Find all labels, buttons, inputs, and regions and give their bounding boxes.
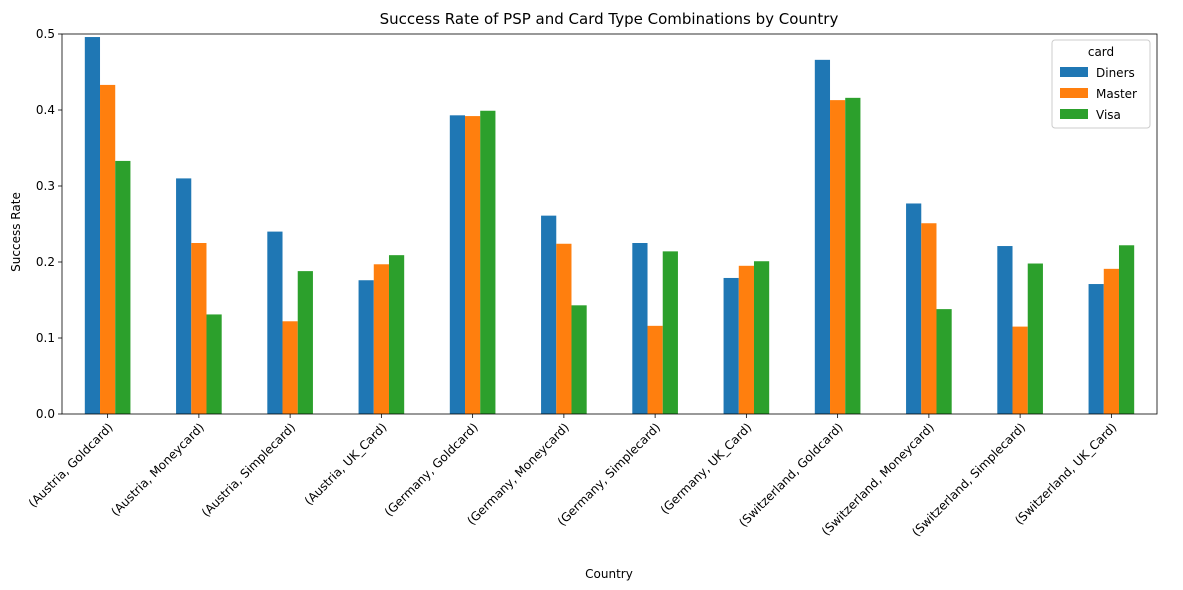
bar-diners-1: [176, 178, 192, 414]
bar-diners-8: [814, 59, 831, 415]
bar-master-10: [1012, 326, 1028, 414]
legend-label-diners: Diners: [1096, 66, 1135, 80]
bar-master-8: [830, 100, 846, 415]
x-tick-label: (Austria, Moneycard): [108, 420, 207, 519]
y-tick-label: 0.5: [36, 27, 55, 41]
bar-visa-2: [297, 271, 313, 414]
legend-label-visa: Visa: [1096, 108, 1121, 122]
bar-visa-11: [1118, 245, 1135, 414]
x-tick-label: (Germany, UK_Card): [658, 420, 755, 517]
legend-title: card: [1088, 45, 1114, 59]
bar-visa-0: [115, 160, 131, 414]
bar-diners-9: [906, 203, 922, 414]
bar-master-3: [373, 264, 389, 414]
bar-master-11: [1103, 268, 1119, 414]
y-tick-label: 0.3: [36, 179, 55, 193]
bar-master-7: [738, 265, 754, 414]
bar-diners-7: [723, 277, 739, 414]
y-tick-label: 0.2: [36, 255, 55, 269]
bar-diners-0: [84, 37, 101, 414]
bar-diners-5: [541, 215, 557, 414]
bar-master-1: [191, 243, 207, 414]
x-tick-label: (Austria, UK_Card): [302, 420, 390, 508]
x-tick-label: (Germany, Simplecard): [555, 420, 663, 528]
x-tick-label: (Austria, Goldcard): [26, 420, 116, 510]
bar-visa-8: [845, 97, 861, 414]
bar-visa-6: [662, 251, 678, 414]
x-tick-label: (Germany, Moneycard): [464, 420, 572, 528]
bar-master-5: [556, 243, 572, 414]
bar-diners-10: [997, 246, 1013, 414]
chart-title: Success Rate of PSP and Card Type Combin…: [380, 10, 839, 28]
legend: card Diners Master Visa: [1051, 39, 1151, 129]
y-tick-label: 0.4: [36, 103, 55, 117]
bar-master-4: [465, 116, 481, 414]
bar-visa-10: [1027, 263, 1043, 414]
bar-master-6: [647, 325, 663, 414]
bar-visa-9: [936, 309, 952, 414]
legend-swatch-visa: [1060, 109, 1088, 119]
plot-frame: [61, 33, 1158, 415]
legend-label-master: Master: [1096, 87, 1137, 101]
bar-master-9: [921, 223, 937, 414]
bar-visa-1: [206, 314, 222, 414]
bar-visa-3: [388, 255, 405, 414]
legend-swatch-diners: [1060, 67, 1088, 77]
bar-diners-3: [358, 280, 374, 414]
bar-master-2: [282, 321, 298, 414]
y-axis-label: Success Rate: [9, 192, 23, 272]
bar-visa-4: [480, 110, 496, 414]
x-tick-label: (Switzerland, UK_Card): [1012, 420, 1119, 527]
legend-box: [1051, 39, 1151, 129]
x-tick-label: (Germany, Goldcard): [382, 420, 481, 519]
bar-diners-2: [267, 231, 283, 414]
plot-area: 0.00.10.20.30.40.5(Austria, Goldcard)(Au…: [26, 27, 1158, 539]
y-tick-label: 0.1: [36, 331, 55, 345]
bar-diners-6: [632, 243, 648, 414]
x-tick-label: (Switzerland, Goldcard): [736, 420, 846, 530]
bar-visa-7: [753, 261, 770, 414]
bar-master-0: [100, 84, 116, 415]
y-tick-label: 0.0: [36, 407, 55, 421]
x-axis-label: Country: [585, 567, 633, 581]
legend-swatch-master: [1060, 88, 1088, 98]
bar-visa-5: [571, 305, 587, 414]
bar-diners-4: [449, 115, 466, 414]
bar-diners-11: [1088, 284, 1104, 414]
x-tick-label: (Austria, Simplecard): [199, 420, 298, 519]
